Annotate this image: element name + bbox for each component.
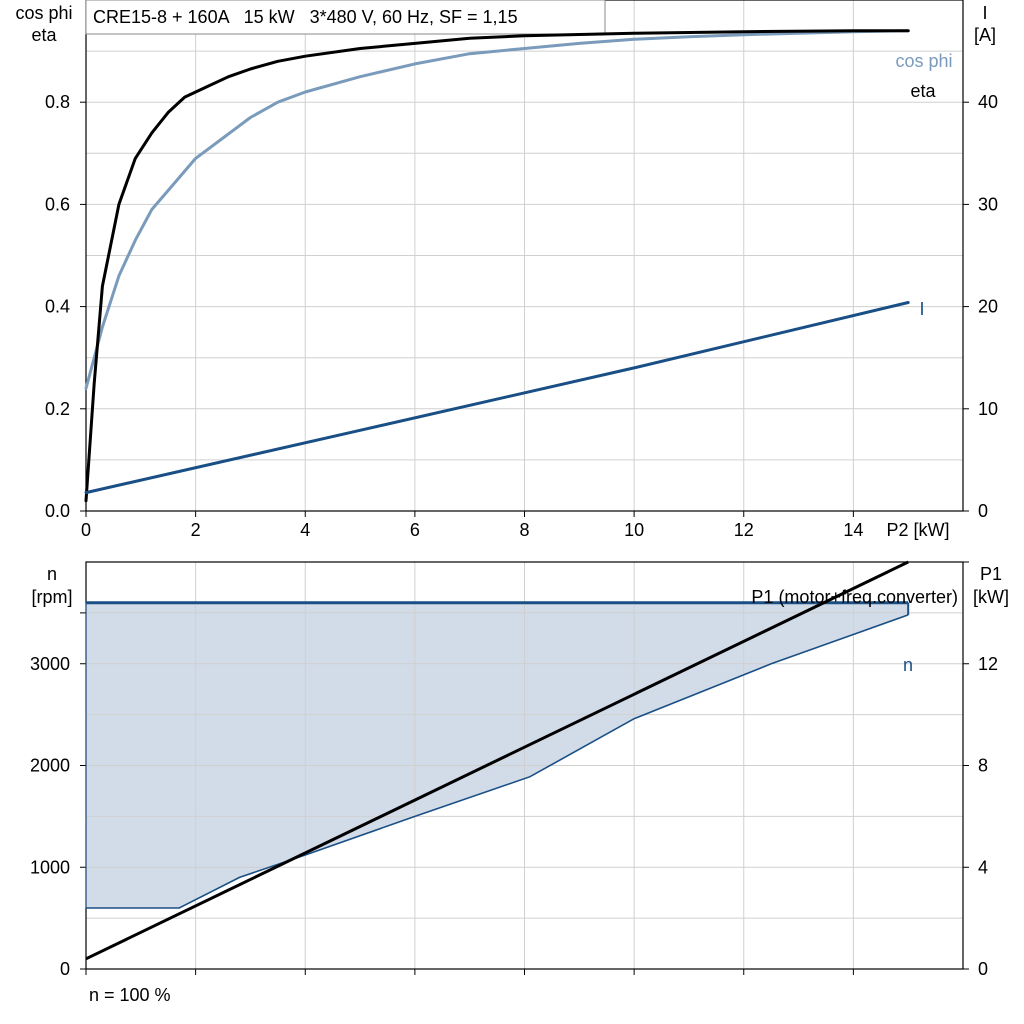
bottom-y-right-tick-label: 0 [978, 959, 988, 979]
x-tick-label: 6 [410, 520, 420, 540]
bottom-y-left-tick-label: 0 [60, 959, 70, 979]
y-right-tick-label: 20 [978, 297, 998, 317]
y-left-tick-label: 0.2 [45, 399, 70, 419]
bottom-chart-grid [86, 562, 963, 969]
bottom-y-right-tick-label: 12 [978, 654, 998, 674]
speed-range-area [86, 602, 909, 908]
bottom-right-axis-label-1: P1 [980, 564, 1002, 584]
y-right-tick-label: 30 [978, 194, 998, 214]
bottom-y-left-tick-label: 3000 [30, 654, 70, 674]
chart-title-box [85, 0, 606, 35]
y-left-tick-label: 0.4 [45, 297, 70, 317]
x-tick-label: 10 [624, 520, 644, 540]
top-chart-series [84, 29, 910, 503]
top-chart-ticks: 0 2 4 6 8 10 12 14 0.0 0.2 0.4 0.6 0.8 0 10 20 30 40 [45, 92, 998, 540]
bottom-left-axis-label-2: [rpm] [31, 587, 72, 607]
x-tick-label: 8 [519, 520, 529, 540]
series-label-eta: eta [910, 81, 936, 101]
eta-curve [84, 29, 910, 503]
y-left-tick-label: 0.0 [45, 501, 70, 521]
x-tick-label: 2 [191, 520, 201, 540]
x-tick-label: 12 [734, 520, 754, 540]
cosphi-curve [84, 29, 910, 390]
top-chart-grid [86, 0, 963, 511]
speed-area-fill [86, 602, 909, 908]
series-label-n: n [903, 655, 913, 675]
p1-power-line [85, 560, 909, 961]
y-left-tick-label: 0.8 [45, 92, 70, 112]
series-label-p1: P1 (motor+freq.converter) [751, 587, 958, 607]
x-axis-label: P2 [kW] [886, 520, 949, 540]
x-tick-label: 4 [300, 520, 310, 540]
bottom-right-axis-label-2: [kW] [973, 587, 1009, 607]
x-tick-label: 14 [843, 520, 863, 540]
series-label-current: I [919, 299, 924, 319]
bottom-y-right-tick-label: 8 [978, 756, 988, 776]
bottom-y-right-tick-label: 4 [978, 857, 988, 877]
min-speed-line [86, 614, 909, 909]
top-right-axis-label-1: I [982, 3, 987, 23]
top-right-axis-label-2: [A] [974, 25, 996, 45]
y-left-tick-label: 0.6 [45, 194, 70, 214]
chart-title: CRE15-8 + 160A 15 kW 3*480 V, 60 Hz, SF … [93, 7, 518, 27]
bottom-chart-ticks: 0 1000 2000 3000 0 4 8 12 [30, 561, 998, 979]
current-curve [84, 301, 910, 495]
x-tick-label: 0 [81, 520, 91, 540]
y-right-tick-label: 10 [978, 399, 998, 419]
y-right-tick-label: 40 [978, 92, 998, 112]
bottom-y-left-tick-label: 1000 [30, 857, 70, 877]
bottom-y-left-tick-label: 2000 [30, 756, 70, 776]
bottom-left-axis-label-1: n [47, 564, 57, 584]
top-left-axis-label-2: eta [31, 25, 57, 45]
speed-note: n = 100 % [89, 985, 171, 1005]
series-label-cosphi: cos phi [895, 51, 952, 71]
top-left-axis-label-1: cos phi [15, 3, 72, 23]
y-right-tick-label: 0 [978, 501, 988, 521]
bottom-chart-series [85, 560, 910, 961]
